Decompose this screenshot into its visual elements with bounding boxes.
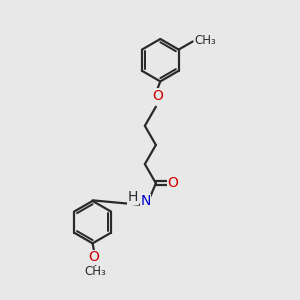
- Text: CH₃: CH₃: [85, 265, 106, 278]
- Text: O: O: [167, 176, 178, 190]
- Text: N: N: [140, 194, 151, 208]
- Text: O: O: [152, 88, 163, 103]
- Text: CH₃: CH₃: [194, 34, 216, 47]
- Text: H: H: [128, 190, 138, 204]
- Text: O: O: [88, 250, 100, 265]
